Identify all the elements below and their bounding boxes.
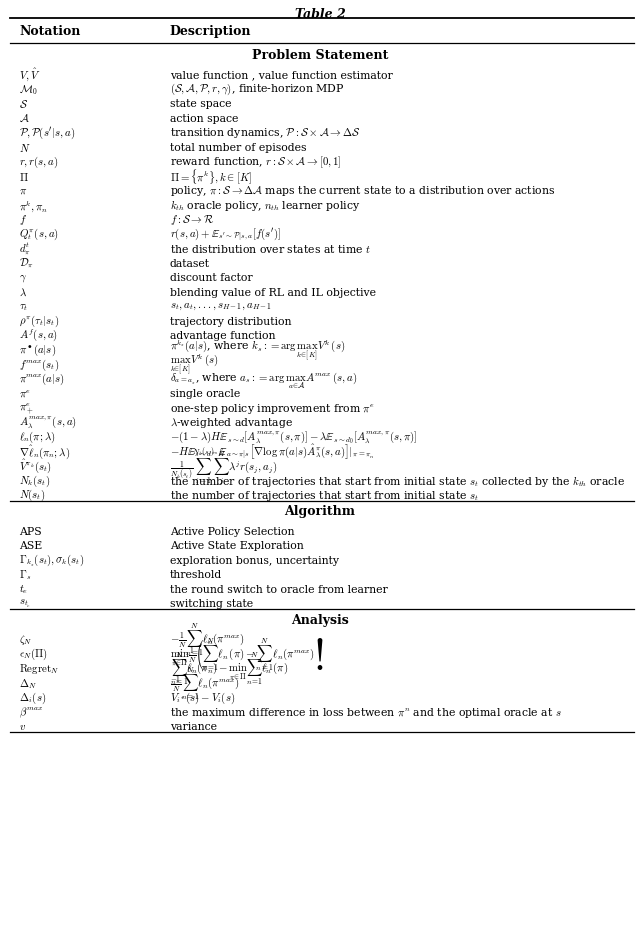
Text: $\pi^{k_s}(a|s)$, where $k_s := \arg\max_{k\in[K]} V^k(s)$: $\pi^{k_s}(a|s)$, where $k_s := \arg\max… [170,337,345,363]
Text: $N_k(s_t)$: $N_k(s_t)$ [19,474,51,489]
Text: $\pi$: $\pi$ [19,186,28,197]
Text: $\max_{k\in[K]} V^k(s)$: $\max_{k\in[K]} V^k(s)$ [170,352,218,378]
Text: policy, $\pi: \mathcal{S} \rightarrow \Delta\mathcal{A}$ maps the current state : policy, $\pi: \mathcal{S} \rightarrow \D… [170,184,555,198]
Text: $\pi^e$: $\pi^e$ [19,388,31,400]
Text: $N$: $N$ [19,142,31,154]
Text: $\Delta_N$: $\Delta_N$ [19,677,37,691]
Text: Table 2: Table 2 [294,8,346,21]
Text: $\min_{\pi\in\Pi}\frac{1}{N}\left(\sum_{n=1}^N \ell_n(\pi) - \sum_{n=1}^N \ell_n: $\min_{\pi\in\Pi}\frac{1}{N}\left(\sum_{… [170,637,323,673]
Text: $\nabla\hat{\ell}_n(\pi_n;\lambda)$: $\nabla\hat{\ell}_n(\pi_n;\lambda)$ [19,443,70,461]
Text: Active State Exploration: Active State Exploration [170,541,303,552]
Text: Algorithm: Algorithm [285,505,355,518]
Text: $s_t, a_t, ..., s_{H-1}, a_{H-1}$: $s_t, a_t, ..., s_{H-1}, a_{H-1}$ [170,302,272,312]
Text: $s_{t_e}$: $s_{t_e}$ [19,598,31,610]
Text: $V, \hat{V}$: $V, \hat{V}$ [19,67,41,83]
Text: the distribution over states at time $t$: the distribution over states at time $t$ [170,243,371,255]
Text: APS: APS [19,527,42,537]
Text: $\gamma$: $\gamma$ [19,273,27,284]
Text: $N(s_t)$: $N(s_t)$ [19,488,45,503]
Text: $\Gamma_s$: $\Gamma_s$ [19,568,31,582]
Text: $\hat{V}^{\pi_k}(s_t)$: $\hat{V}^{\pi_k}(s_t)$ [19,458,52,476]
Text: trajectory distribution: trajectory distribution [170,317,291,326]
Text: $\epsilon_N(\Pi)$: $\epsilon_N(\Pi)$ [19,647,48,663]
Text: $-H\mathbb{E}_{s\sim d^{\pi_n}}\mathbb{E}_{a\sim\pi|s}\left[\nabla\log\pi(a|s)\h: $-H\mathbb{E}_{s\sim d^{\pi_n}}\mathbb{E… [170,442,374,462]
Text: $\mathcal{S}$: $\mathcal{S}$ [19,98,28,110]
Text: $\mathcal{M}_0$: $\mathcal{M}_0$ [19,83,38,96]
Text: reward function, $r: \mathcal{S} \times \mathcal{A} \rightarrow [0, 1]$: reward function, $r: \mathcal{S} \times … [170,155,341,170]
Text: $r(s,a) + \mathbb{E}_{s'\sim\mathcal{P}|s,a}[f(s')]$: $r(s,a) + \mathbb{E}_{s'\sim\mathcal{P}|… [170,226,281,243]
Text: $\tau_t$: $\tau_t$ [19,301,28,312]
Text: $f^{max}(s_t)$: $f^{max}(s_t)$ [19,358,60,373]
Text: the round switch to oracle from learner: the round switch to oracle from learner [170,585,387,595]
Text: Active Policy Selection: Active Policy Selection [170,527,294,537]
Text: $\ell_n(\pi;\lambda)$: $\ell_n(\pi;\lambda)$ [19,430,56,445]
Text: $\sum_{n=1}^N \ell_n(\pi_n) - \min_{\pi\in\Pi}\sum_{n=1}^N \ell_n(\pi)$: $\sum_{n=1}^N \ell_n(\pi_n) - \min_{\pi\… [170,651,288,688]
Text: dataset: dataset [170,259,210,269]
Text: $\mathcal{A}$: $\mathcal{A}$ [19,113,30,124]
Text: single oracle: single oracle [170,389,240,400]
Text: transition dynamics, $\mathcal{P}: \mathcal{S} \times \mathcal{A} \rightarrow \D: transition dynamics, $\mathcal{P}: \math… [170,126,360,140]
Text: ASE: ASE [19,541,42,552]
Text: Analysis: Analysis [291,614,349,627]
Text: state space: state space [170,99,231,109]
Text: $v$: $v$ [19,722,26,732]
Text: switching state: switching state [170,599,253,609]
Text: $\mathcal{D}_\pi$: $\mathcal{D}_\pi$ [19,257,35,271]
Text: $V_{i^*}(s) - V_i(s)$: $V_{i^*}(s) - V_i(s)$ [170,691,235,706]
Text: the number of trajectories that start from initial state $s_t$ collected by the : the number of trajectories that start fr… [170,474,625,489]
Text: $d^t_\pi$: $d^t_\pi$ [19,241,31,257]
Text: the maximum difference in loss between $\pi^n$ and the optimal oracle at $s$: the maximum difference in loss between $… [170,705,561,719]
Text: $\Pi = \{\pi^k\}, k \in [K]$: $\Pi = \{\pi^k\}, k \in [K]$ [170,167,252,186]
Text: advantage function: advantage function [170,331,275,341]
Text: $f$: $f$ [19,213,28,227]
Text: action space: action space [170,114,238,123]
Text: $\zeta_N$: $\zeta_N$ [19,633,33,647]
Text: Notation: Notation [19,24,81,37]
Text: $\beta^{max}$: $\beta^{max}$ [19,705,44,720]
Text: $f: \mathcal{S} \rightarrow \mathcal{R}$: $f: \mathcal{S} \rightarrow \mathcal{R}$ [170,213,214,227]
Text: value function , value function estimator: value function , value function estimato… [170,70,392,80]
Text: Problem Statement: Problem Statement [252,48,388,61]
Text: $\frac{-1}{N}\sum_{n=1}^N \ell_n(\pi^{max})$: $\frac{-1}{N}\sum_{n=1}^N \ell_n(\pi^{ma… [170,666,239,702]
Text: $(\mathcal{S}, \mathcal{A}, \mathcal{P}, r, \gamma)$, finite-horizon MDP: $(\mathcal{S}, \mathcal{A}, \mathcal{P},… [170,82,344,97]
Text: $A^f(s,a)$: $A^f(s,a)$ [19,328,58,344]
Text: $\mathrm{Regret}_N$: $\mathrm{Regret}_N$ [19,662,60,677]
Text: $r, r(s,a)$: $r, r(s,a)$ [19,155,59,170]
Text: threshold: threshold [170,570,222,580]
Text: exploration bonus, uncertainty: exploration bonus, uncertainty [170,555,339,565]
Text: $\Gamma_{k_s}(s_t), \sigma_k(s_t)$: $\Gamma_{k_s}(s_t), \sigma_k(s_t)$ [19,553,84,568]
Text: $\rho^\pi(\tau_t|s_t)$: $\rho^\pi(\tau_t|s_t)$ [19,314,60,329]
Text: the number of trajectories that start from initial state $s_t$: the number of trajectories that start fr… [170,489,479,502]
Text: $-(1-\lambda)H\mathbb{E}_{s\sim d}[A^{max,\pi}_{\lambda}(s,\pi)] - \lambda\mathb: $-(1-\lambda)H\mathbb{E}_{s\sim d}[A^{ma… [170,429,417,446]
Text: $\pi^{max}(a|s)$: $\pi^{max}(a|s)$ [19,372,65,387]
Text: $\pi^e_+$: $\pi^e_+$ [19,401,34,416]
Text: $-\frac{1}{N}\sum_{n=1}^N \ell_n(\pi^{max})$: $-\frac{1}{N}\sum_{n=1}^N \ell_n(\pi^{ma… [170,622,244,658]
Text: discount factor: discount factor [170,273,252,283]
Text: $\lambda$: $\lambda$ [19,287,27,298]
Text: one-step policy improvement from $\pi^e$: one-step policy improvement from $\pi^e$ [170,401,374,415]
Text: variance: variance [170,722,216,732]
Text: $Q^\pi_t(s,a)$: $Q^\pi_t(s,a)$ [19,227,59,242]
Text: $\Delta_i(s)$: $\Delta_i(s)$ [19,691,46,706]
Text: $A^{max,\pi}_{\lambda}(s,a)$: $A^{max,\pi}_{\lambda}(s,a)$ [19,415,77,431]
Text: $\pi^\bullet(a|s)$: $\pi^\bullet(a|s)$ [19,343,56,358]
Text: blending value of RL and IL objective: blending value of RL and IL objective [170,287,376,298]
Text: $\frac{1}{N_k(s_t)}\sum_{i=1}^{N_k(s_t)}\sum_j^H \lambda^j r(s_j, a_j)$: $\frac{1}{N_k(s_t)}\sum_{i=1}^{N_k(s_t)}… [170,446,277,488]
Text: $\pi^k, \pi_n$: $\pi^k, \pi_n$ [19,197,48,213]
Text: $\mathcal{P}, \mathcal{P}(s'|s,a)$: $\mathcal{P}, \mathcal{P}(s'|s,a)$ [19,125,76,141]
Text: $\lambda$-weighted advantage: $\lambda$-weighted advantage [170,416,292,430]
Text: $\delta_{a=a_s}$, where $a_s := \arg\max_{a\in\mathcal{A}} A^{max}(s, a)$: $\delta_{a=a_s}$, where $a_s := \arg\max… [170,370,357,389]
Text: $\Pi$: $\Pi$ [19,171,29,183]
Text: $t_e$: $t_e$ [19,583,28,596]
Text: $k_{th}$ oracle policy, $n_{th}$ learner policy: $k_{th}$ oracle policy, $n_{th}$ learner… [170,198,360,213]
Text: total number of episodes: total number of episodes [170,143,306,153]
Text: Description: Description [170,24,251,37]
